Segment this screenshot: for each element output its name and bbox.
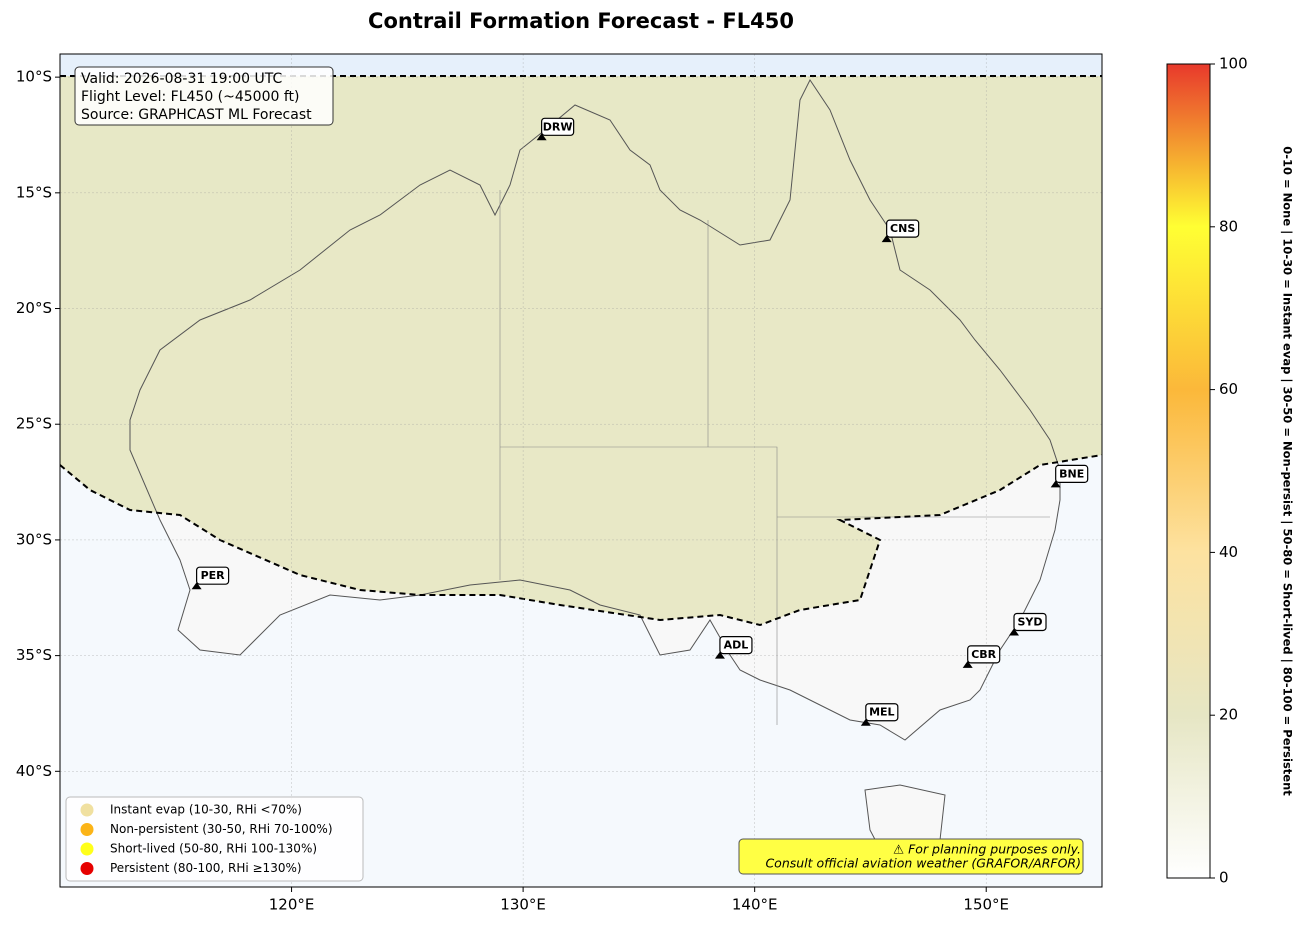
y-tick-label: 40°S: [16, 762, 52, 780]
legend-marker: [80, 823, 94, 836]
airport-marker: [714, 651, 725, 659]
y-tick-label: 25°S: [16, 415, 52, 433]
airport-marker: [962, 660, 973, 668]
y-tick-label: 20°S: [16, 299, 52, 317]
airport-label-box: [1013, 612, 1047, 632]
info-box: [74, 66, 334, 126]
disclaimer-box: [738, 838, 1084, 875]
airport-marker: [191, 582, 202, 590]
airport-marker: [881, 235, 892, 243]
colorbar-tick-label: 0: [1219, 869, 1229, 887]
colorbar: [1166, 63, 1211, 879]
x-tick-label: 120°E: [269, 896, 315, 914]
airport-marker: [1009, 628, 1020, 636]
colorbar-tick-label: 60: [1219, 380, 1238, 398]
x-tick-label: 130°E: [500, 896, 546, 914]
airport-marker: [536, 133, 547, 141]
airport-label: SYD: [1017, 615, 1042, 628]
y-tick-label: 10°S: [16, 68, 52, 86]
state-borders: [499, 190, 1050, 725]
airport-label-box: [865, 703, 899, 722]
x-tick-label: 140°E: [732, 896, 778, 914]
y-tick-label: 30°S: [16, 530, 52, 548]
legend-label: Non-persistent (30-50, RHi 70-100%): [110, 822, 333, 836]
airport-label-box: [719, 636, 753, 655]
y-tick-label: 15°S: [16, 183, 52, 201]
airport-label-box: [196, 566, 230, 585]
airport-label-box: [541, 117, 575, 136]
airport-label: BNE: [1059, 467, 1084, 480]
legend-label: Instant evap (10-30, RHi <70%): [110, 803, 302, 817]
airport-label-box: [967, 645, 1001, 664]
airport-label: PER: [201, 569, 226, 582]
disclaimer-line: ⚠ For planning purposes only.: [893, 842, 1081, 857]
legend-box: [65, 796, 364, 882]
airport-label-box: [1055, 464, 1089, 483]
forecast-field: [60, 76, 1102, 625]
plot-frame: [59, 53, 1103, 888]
airport-label: ADL: [724, 639, 749, 652]
disclaimer-line: Consult official aviation weather (GRAFO…: [765, 856, 1081, 871]
airport-label: DRW: [543, 120, 573, 133]
legend-marker: [80, 862, 94, 875]
airport-label: CNS: [890, 222, 915, 235]
colorbar-tick-label: 20: [1219, 706, 1238, 724]
info-line: Valid: 2026-08-31 19:00 UTC: [81, 71, 282, 87]
map-area: [60, 54, 1102, 887]
legend-marker: [80, 803, 94, 817]
colorbar-tick-label: 100: [1219, 55, 1248, 73]
x-tick-label: 150°E: [963, 896, 1009, 914]
colorbar-tick-label: 80: [1219, 217, 1238, 235]
colorbar-tick-label: 40: [1219, 543, 1238, 561]
chart-title: Contrail Formation Forecast - FL450: [368, 9, 794, 33]
airport-label: MEL: [869, 706, 894, 719]
airport-marker: [860, 718, 871, 726]
y-tick-label: 35°S: [16, 646, 52, 664]
info-line: Source: GRAPHCAST ML Forecast: [81, 107, 312, 123]
legend-marker: [80, 842, 94, 856]
colorbar-label: 0-10 = None | 10-30 = Instant evap | 30-…: [1281, 146, 1295, 796]
airport-marker: [1050, 480, 1061, 488]
legend-label: Short-lived (50-80, RHi 100-130%): [110, 842, 317, 856]
airport-label: CBR: [971, 648, 996, 661]
info-line: Flight Level: FL450 (~45000 ft): [81, 89, 300, 105]
legend-label: Persistent (80-100, RHi ≥130%): [110, 861, 302, 875]
airport-label-box: [886, 219, 920, 238]
